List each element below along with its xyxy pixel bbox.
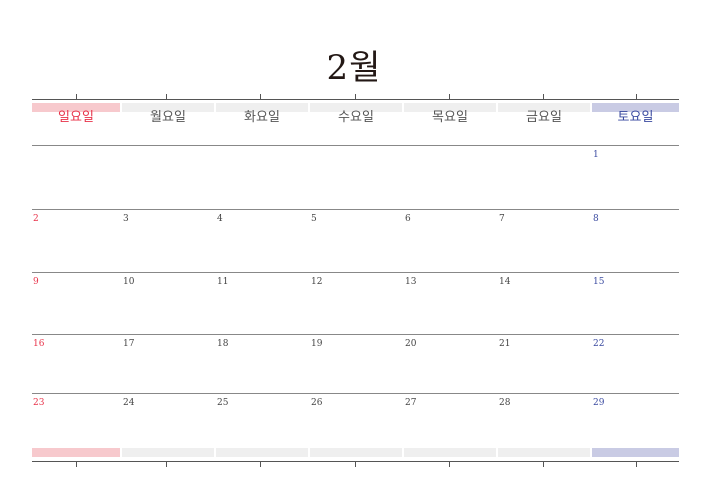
date-number: 22 (593, 339, 605, 349)
footer-band (32, 448, 120, 457)
date-number: 28 (499, 398, 511, 408)
footer-band (498, 448, 590, 457)
footer-tick (449, 461, 450, 467)
date-number: 25 (217, 398, 229, 408)
weekday-label: 금요일 (526, 110, 562, 125)
footer-tick (76, 461, 77, 467)
week-divider (32, 272, 679, 273)
month-title: 2월 (326, 48, 382, 88)
weekday-band (216, 103, 308, 112)
weekday-band (310, 103, 402, 112)
date-number: 17 (123, 339, 135, 349)
footer-tick (543, 461, 544, 467)
footer-band (310, 448, 402, 457)
date-number: 11 (217, 277, 229, 287)
weekday-label: 화요일 (244, 110, 280, 125)
header-tick (76, 94, 77, 100)
footer-band (216, 448, 308, 457)
date-number: 4 (217, 214, 223, 224)
weekday-band (498, 103, 590, 112)
weekday-label: 목요일 (432, 110, 468, 125)
date-number: 14 (499, 277, 511, 287)
footer-tick (355, 461, 356, 467)
week-divider (32, 393, 679, 394)
weekday-band (592, 103, 679, 112)
date-number: 21 (499, 339, 511, 349)
weekday-band (404, 103, 496, 112)
weekday-label: 월요일 (150, 110, 186, 125)
date-number: 9 (33, 277, 39, 287)
week-divider (32, 209, 679, 210)
date-number: 20 (405, 339, 417, 349)
date-number: 24 (123, 398, 135, 408)
header-tick (166, 94, 167, 100)
date-number: 26 (311, 398, 323, 408)
date-number: 13 (405, 277, 417, 287)
footer-tick (636, 461, 637, 467)
header-tick (260, 94, 261, 100)
header-tick (543, 94, 544, 100)
footer-band (122, 448, 214, 457)
week-divider (32, 334, 679, 335)
date-number: 7 (499, 214, 505, 224)
week-divider (32, 145, 679, 146)
date-number: 12 (311, 277, 323, 287)
date-number: 5 (311, 214, 317, 224)
date-number: 8 (593, 214, 599, 224)
date-number: 18 (217, 339, 229, 349)
footer-tick (166, 461, 167, 467)
footer-tick (260, 461, 261, 467)
date-number: 2 (33, 214, 39, 224)
date-number: 15 (593, 277, 605, 287)
date-number: 29 (593, 398, 605, 408)
date-number: 10 (123, 277, 135, 287)
footer-band (404, 448, 496, 457)
date-number: 27 (405, 398, 417, 408)
date-number: 1 (593, 150, 599, 160)
header-tick (636, 94, 637, 100)
weekday-band (122, 103, 214, 112)
date-number: 6 (405, 214, 411, 224)
weekday-label: 수요일 (338, 110, 374, 125)
weekday-label: 일요일 (58, 110, 94, 125)
footer-band (592, 448, 679, 457)
date-number: 16 (33, 339, 45, 349)
header-tick (355, 94, 356, 100)
date-number: 3 (123, 214, 129, 224)
weekday-label: 토요일 (617, 110, 654, 125)
date-number: 23 (33, 398, 45, 408)
weekday-band (32, 103, 120, 112)
date-number: 19 (311, 339, 323, 349)
header-tick (449, 94, 450, 100)
